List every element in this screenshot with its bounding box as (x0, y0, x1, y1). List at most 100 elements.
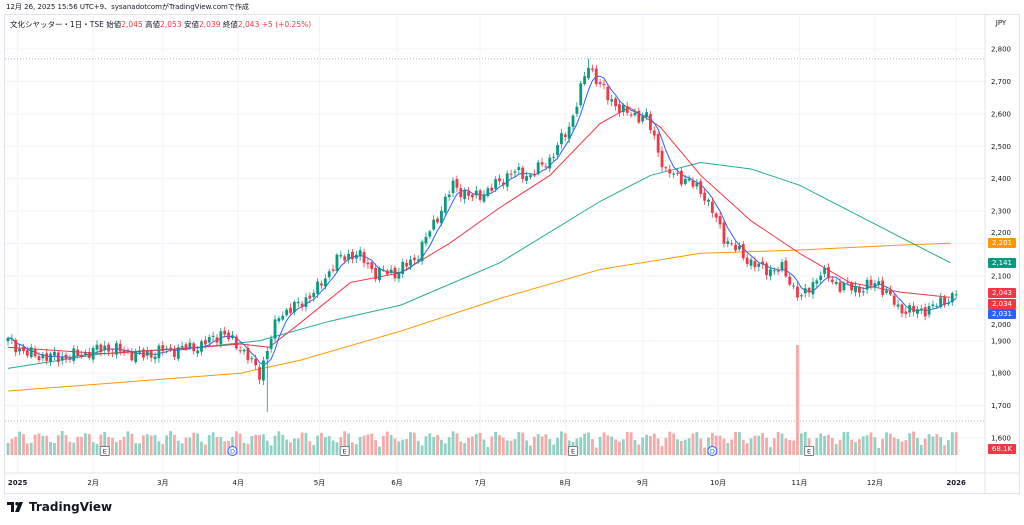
x-tick-label: 2月 (87, 479, 98, 487)
volume-bar (765, 437, 768, 455)
volume-bar (714, 435, 718, 455)
candle-body (95, 344, 99, 350)
candle-body (242, 349, 246, 352)
candle-body (56, 352, 60, 362)
volume-bar (354, 444, 358, 455)
volume-bar (122, 436, 126, 455)
candle-body (149, 350, 153, 358)
volume-bar (912, 431, 915, 455)
volume-bar (370, 433, 374, 455)
volume-bar (718, 435, 722, 455)
volume-bar (18, 431, 22, 455)
volume-bar (509, 440, 513, 455)
x-tick-label: 10月 (710, 479, 726, 487)
candle-body (138, 350, 141, 353)
volume-bar (768, 447, 772, 455)
volume-bar (513, 439, 517, 455)
volume-bar (409, 432, 412, 455)
candle-body (641, 116, 645, 122)
candle-body (536, 162, 540, 174)
volume-bar (707, 437, 710, 455)
volume-bar (683, 439, 687, 455)
x-tick-label: 8月 (560, 479, 571, 487)
candle-body (223, 330, 227, 335)
candle-body (811, 282, 815, 295)
candle-body (900, 304, 904, 314)
volume-bar (6, 443, 10, 455)
y-tick-label: 1,600 (991, 435, 1011, 443)
x-tick-label: 3月 (157, 479, 168, 487)
volume-bar (668, 431, 672, 455)
candle-body (768, 269, 772, 277)
candle-body (145, 351, 149, 356)
volume-bar (625, 431, 629, 455)
x-tick-label: 6月 (391, 479, 402, 487)
tradingview-logo[interactable]: TradingView (7, 500, 112, 514)
volume-bar (916, 437, 919, 455)
candle-body (188, 342, 192, 348)
volume-bar (865, 435, 869, 455)
volume-bar (157, 441, 161, 455)
volume-bar (173, 434, 176, 455)
volume-bar (424, 436, 428, 455)
candle-body (579, 83, 583, 106)
volume-bar (799, 433, 803, 455)
volume-bar (703, 447, 706, 455)
candle-body (718, 216, 722, 225)
volume-bar (64, 435, 68, 455)
volume-bar (676, 439, 679, 455)
candle-body (896, 304, 900, 307)
volume-bar (594, 447, 598, 455)
close-value: 2,043 (237, 20, 260, 29)
volume-bar (834, 444, 838, 455)
candle-body (687, 178, 691, 181)
candle-body (532, 173, 536, 176)
volume-bar (618, 441, 621, 455)
candle-body (428, 231, 432, 237)
volume-bar (49, 441, 52, 455)
candle-body (815, 280, 819, 284)
volume-bar (846, 432, 850, 455)
currency-label[interactable]: JPY (995, 19, 1007, 27)
volume-bar (153, 435, 157, 455)
candle-body (788, 276, 792, 285)
volume-bar (532, 436, 536, 455)
volume-bar (351, 442, 354, 455)
candle-body (234, 336, 238, 349)
candle-body (99, 344, 103, 353)
candle-body (72, 348, 76, 361)
candle-body (881, 280, 885, 295)
candle-body (594, 68, 598, 84)
event-label: D (230, 448, 235, 456)
volume-bar (443, 443, 447, 455)
candle-body (366, 262, 370, 265)
candle-body (927, 306, 931, 315)
volume-bar (563, 433, 567, 455)
volume-bar (41, 436, 45, 455)
volume-bar (738, 432, 741, 455)
volume-bar (72, 442, 76, 455)
volume-bar (211, 432, 215, 455)
y-tick-label: 2,200 (991, 229, 1011, 237)
candle-body (45, 353, 49, 361)
volume-bar (246, 443, 250, 455)
candle-body (490, 187, 494, 191)
volume-bar (219, 436, 223, 455)
candle-body (250, 358, 254, 360)
volume-bar (660, 445, 664, 455)
volume-bar (362, 435, 366, 455)
candle-body (803, 288, 807, 294)
volume-bar (455, 433, 459, 455)
volume-bar (343, 431, 347, 455)
candle-body (451, 180, 455, 194)
volume-bar (95, 444, 99, 455)
candle-body (776, 270, 780, 272)
volume-bar (888, 433, 892, 455)
volume-bar (501, 437, 505, 455)
candle-body (412, 257, 416, 261)
volume-bar (854, 442, 857, 455)
volume-bar (672, 433, 676, 455)
symbol-name[interactable]: 文化シヤッター・1日・TSE (10, 20, 104, 29)
volume-bar (896, 438, 900, 455)
